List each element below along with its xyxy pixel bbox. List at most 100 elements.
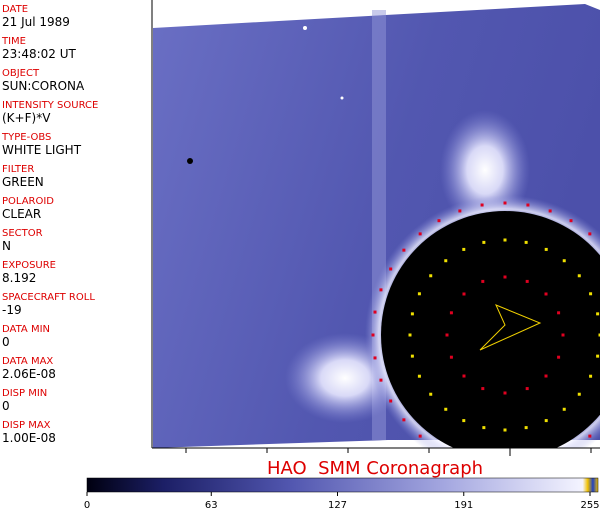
field-value: 1.00E-08 — [2, 431, 56, 445]
dot — [588, 232, 592, 236]
dot — [379, 378, 383, 382]
dot — [449, 355, 453, 359]
field-value: 21 Jul 1989 — [2, 15, 70, 29]
pylon-outline — [479, 304, 542, 351]
dot — [373, 356, 377, 360]
dot — [525, 387, 529, 391]
field-label: POLAROID — [2, 196, 54, 207]
spot — [340, 96, 344, 100]
colorbar-ticks: 0 63 127 191 255 — [84, 492, 600, 511]
dot — [562, 407, 566, 411]
dot — [524, 426, 528, 430]
dot — [562, 259, 566, 263]
dot — [462, 419, 466, 423]
dot — [417, 374, 421, 378]
field-label: TIME — [1, 36, 26, 47]
dot — [544, 247, 548, 251]
dot — [569, 219, 573, 223]
title: HAO SMM Coronagraph — [267, 458, 483, 479]
dot — [445, 333, 449, 337]
dot — [589, 374, 593, 378]
dot — [544, 374, 548, 378]
dot — [561, 333, 565, 337]
dot — [503, 428, 507, 432]
dot — [549, 458, 552, 461]
colorbar-tick-label: 63 — [205, 500, 218, 511]
dot — [503, 238, 507, 242]
field-value: 0 — [2, 335, 10, 349]
field-value: SUN:CORONA — [2, 79, 85, 93]
dot — [408, 333, 412, 337]
coronagraph-image — [153, 4, 600, 466]
field-label: EXPOSURE — [2, 260, 56, 271]
dot — [526, 203, 530, 207]
field-label: SECTOR — [2, 228, 43, 239]
field-value: WHITE LIGHT — [2, 143, 82, 157]
dot — [596, 354, 600, 358]
dot — [449, 311, 453, 315]
dot — [444, 407, 448, 411]
field-label: DISP MAX — [2, 420, 51, 431]
spot — [187, 158, 193, 164]
dot — [371, 333, 375, 337]
dot — [417, 292, 421, 296]
dot — [437, 219, 441, 223]
field-label: DATE — [2, 4, 28, 15]
dot — [482, 240, 486, 244]
dot — [588, 434, 592, 438]
dot — [480, 203, 484, 207]
dot — [379, 288, 383, 292]
info-panel — [0, 0, 152, 448]
field-value: GREEN — [2, 175, 44, 189]
dot — [458, 209, 462, 213]
field-label: TYPE-OBS — [1, 132, 51, 143]
dot — [544, 292, 548, 296]
dot — [418, 232, 422, 236]
dot — [402, 248, 406, 252]
dot — [418, 434, 422, 438]
dot — [373, 310, 377, 314]
dot — [557, 355, 561, 359]
colorbar-tick-label: 127 — [328, 500, 347, 511]
dot — [525, 279, 529, 283]
dot — [429, 274, 433, 278]
dot — [526, 463, 529, 466]
field-value: 8.192 — [2, 271, 36, 285]
dot — [462, 247, 466, 251]
field-label: OBJECT — [2, 68, 40, 79]
field-value: (K+F)*V — [2, 111, 51, 125]
colorbar-tick-label: 191 — [454, 500, 473, 511]
spot — [303, 26, 307, 30]
dot — [444, 259, 448, 263]
dot — [524, 240, 528, 244]
field-label: DISP MIN — [2, 388, 47, 399]
dot — [548, 209, 552, 213]
dot — [410, 354, 414, 358]
field-value: CLEAR — [2, 207, 41, 221]
dot — [503, 391, 507, 395]
colorbar-tick-label: 255 — [580, 500, 599, 511]
dot — [481, 387, 485, 391]
dot — [557, 311, 561, 315]
colorbar-tick-label: 0 — [84, 500, 90, 511]
field-value: -19 — [2, 303, 22, 317]
field-value: 2.06E-08 — [2, 367, 56, 381]
dot — [596, 312, 600, 316]
field-value: 23:48:02 UT — [2, 47, 76, 61]
dot — [589, 292, 593, 296]
dot — [462, 374, 466, 378]
axis-ticks — [185, 448, 592, 456]
field-value: 0 — [2, 399, 10, 413]
dot — [481, 279, 485, 283]
field-label: SPACECRAFT ROLL — [2, 292, 95, 303]
dot — [598, 333, 600, 337]
colorbar — [86, 477, 599, 493]
occulter — [381, 211, 600, 448]
dot — [410, 312, 414, 316]
dot — [482, 426, 486, 430]
dot — [462, 292, 466, 296]
dot — [577, 274, 581, 278]
dot — [503, 201, 507, 205]
